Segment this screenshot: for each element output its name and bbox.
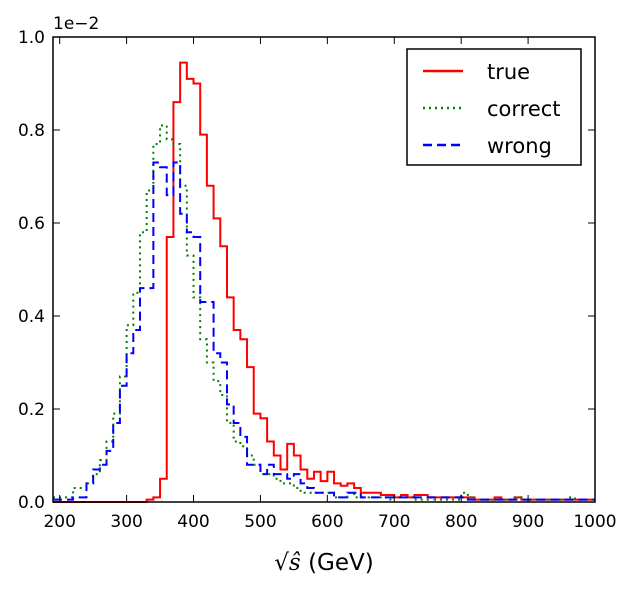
legend-label-true: true — [487, 60, 530, 84]
x-tick-label: 400 — [177, 512, 209, 532]
x-tick-label: 1000 — [573, 512, 616, 532]
x-tick-label: 500 — [244, 512, 276, 532]
legend-label-correct: correct — [487, 97, 561, 121]
x-tick-label: 300 — [110, 512, 142, 532]
y-tick-label: 0.0 — [18, 493, 45, 513]
x-tick-label: 700 — [378, 512, 410, 532]
y-tick-label: 1.0 — [18, 28, 45, 48]
y-tick-label: 0.4 — [18, 307, 45, 327]
x-axis-unit: (GeV) — [308, 550, 374, 576]
x-tick-label: 600 — [311, 512, 343, 532]
ticks-layer: 200 300 400 500 600 700 800 900 1000 0.0 0.2 0.4 0.6… — [18, 28, 617, 532]
y-tick-label: 0.8 — [18, 121, 45, 141]
plot-frame — [52, 36, 596, 503]
series-layer — [53, 61, 595, 503]
x-tick-label: 800 — [445, 512, 477, 532]
x-tick-label: 200 — [43, 512, 75, 532]
y-multiplier-label: 1e−2 — [53, 14, 99, 34]
x-axis-math: √ŝ — [274, 550, 301, 576]
x-tick-label: 900 — [512, 512, 544, 532]
series-correct-line — [53, 124, 595, 501]
legend: true correct wrong — [406, 48, 582, 166]
series-wrong-line — [53, 161, 595, 501]
legend-label-wrong: wrong — [487, 134, 552, 158]
x-axis-label: √ŝ (GeV) — [274, 550, 373, 576]
y-tick-label: 0.2 — [18, 400, 45, 420]
y-tick-label: 0.6 — [18, 214, 45, 234]
